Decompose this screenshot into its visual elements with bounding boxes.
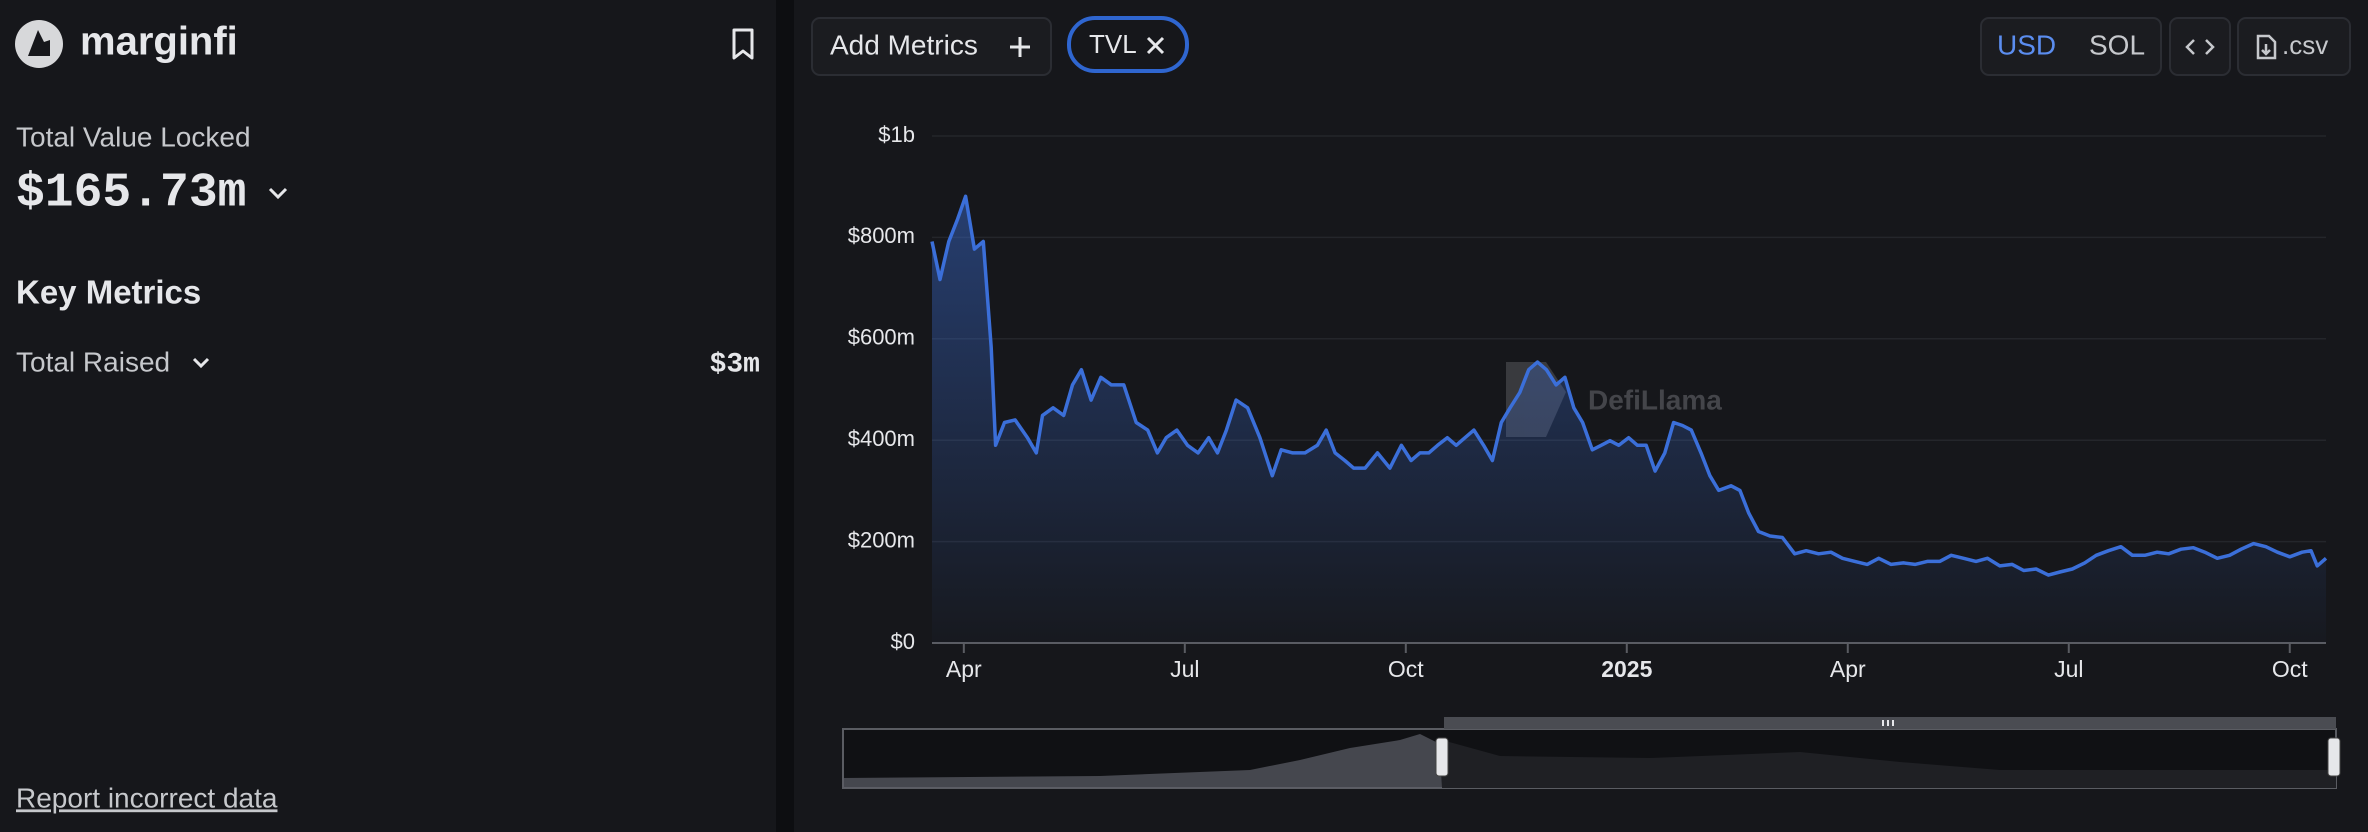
download-icon (2256, 34, 2277, 60)
logo-glyph (28, 30, 50, 56)
x-tick-label: Apr (1830, 656, 1866, 682)
add-metrics-button[interactable] (811, 17, 1052, 76)
navigator-handle[interactable] (1435, 737, 1449, 777)
bookmark-button[interactable] (732, 28, 754, 60)
scrollbar-grip (1882, 720, 1894, 726)
plot-area: $0 $200m $400m $600m $800m $1b Apr Jul Oct 2025 Ap… (848, 122, 2328, 682)
series-line (930, 194, 2328, 577)
sidebar-panel (0, 0, 776, 832)
currency-option[interactable]: USD (1997, 29, 2056, 60)
embed-icon (2185, 39, 2215, 55)
key-metrics-heading: Key Metrics (16, 274, 201, 311)
remove-chip-icon[interactable] (1146, 36, 1165, 55)
y-tick-label: $400m (848, 426, 915, 451)
total-raised-dropdown[interactable] (192, 357, 210, 369)
x-tick-label: 2025 (1601, 656, 1652, 682)
navigator-preview (1442, 740, 2336, 788)
y-tick-label: $600m (848, 325, 915, 350)
currency-toggle (1980, 17, 2162, 76)
x-tick-label: Oct (2272, 656, 2308, 682)
tvl-dropdown[interactable] (268, 187, 288, 200)
currency-option[interactable]: SOL (2089, 29, 2145, 60)
add-metrics-label: Add Metrics (830, 29, 978, 60)
y-tick-label: $200m (848, 527, 915, 552)
total-raised-value: $3m (710, 349, 760, 380)
tvl-value[interactable]: $165.73m (16, 167, 246, 221)
tvl-chip[interactable] (1067, 16, 1189, 73)
navigator-handle[interactable] (2327, 737, 2341, 777)
y-tick-label: $800m (848, 223, 915, 248)
chart-panel (794, 0, 2368, 832)
csv-button[interactable] (2237, 17, 2351, 76)
csv-label: .csv (2282, 30, 2328, 60)
x-tick-label: Jul (2054, 656, 2083, 682)
x-tick-label: Oct (1388, 656, 1424, 682)
protocol-name: marginfi (80, 20, 238, 64)
y-tick-label: $1b (878, 122, 915, 147)
total-raised-label[interactable]: Total Raised (16, 346, 170, 377)
add-icon (1010, 37, 1030, 57)
x-tick-label: Jul (1170, 656, 1199, 682)
navigator-scrollbar[interactable] (1444, 717, 2336, 729)
legend-entry: TVL (1089, 29, 1137, 59)
report-link[interactable]: Report incorrect data (16, 782, 278, 813)
y-tick-label: $0 (891, 629, 915, 654)
embed-button[interactable] (2169, 17, 2231, 76)
tvl-label: Total Value Locked (16, 121, 251, 152)
watermark-text: DefiLlama (1588, 384, 1722, 415)
navigator-preview (843, 734, 1442, 788)
area-fill (932, 196, 2326, 644)
x-tick-label: Apr (946, 656, 982, 682)
